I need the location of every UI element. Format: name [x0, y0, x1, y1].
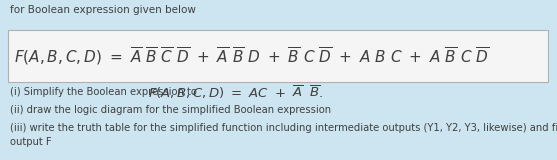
Text: (iii) write the truth table for the simplified function including intermediate o: (iii) write the truth table for the simp…: [10, 123, 557, 133]
FancyBboxPatch shape: [8, 30, 548, 82]
Text: $\mathit{F(A,B,C,D)}$$\ =\ $$\overline{\mathit{A}}\ \overline{\mathit{B}}\ \over: $\mathit{F(A,B,C,D)}$$\ =\ $$\overline{\…: [14, 45, 490, 67]
Text: for Boolean expression given below: for Boolean expression given below: [10, 5, 196, 15]
Text: output F: output F: [10, 137, 52, 147]
Text: (i) Simplify the Boolean expression to: (i) Simplify the Boolean expression to: [10, 87, 200, 97]
Text: $\mathit{F(A,B,C,D)}\ =\ \mathit{AC}\ +\ \overline{\mathit{A}}\ \ \overline{\mat: $\mathit{F(A,B,C,D)}\ =\ \mathit{AC}\ +\…: [148, 83, 324, 101]
Text: (ii) draw the logic diagram for the simplified Boolean expression: (ii) draw the logic diagram for the simp…: [10, 105, 331, 115]
